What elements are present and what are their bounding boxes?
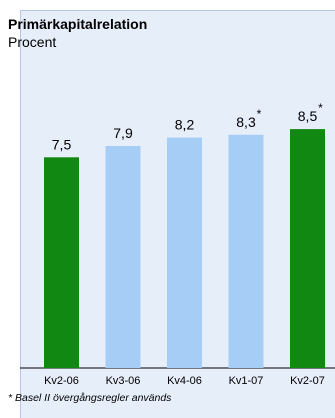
asterisk-marker-kv2-07: *: [318, 101, 323, 115]
value-label-kv4-06: 8,2: [175, 117, 195, 133]
value-label-kv2-07: 8,5: [298, 108, 318, 124]
bar-kv1-07: [228, 134, 264, 368]
chart-title: Primärkapitalrelation: [8, 16, 148, 32]
value-label-kv3-06: 7,9: [113, 125, 133, 141]
bar-kv2-06: [44, 157, 79, 369]
value-label-kv1-07: 8,3: [236, 114, 256, 130]
x-tick-label-kv4-06: Kv4-06: [167, 375, 202, 387]
value-label-kv2-06: 7,5: [52, 136, 72, 152]
asterisk-marker-kv1-07: *: [257, 107, 262, 121]
x-tick-label-kv2-06: Kv2-06: [44, 375, 79, 387]
bar-kv3-06: [105, 146, 141, 368]
bar-kv4-06: [167, 137, 202, 368]
x-tick-label-kv3-06: Kv3-06: [106, 375, 141, 387]
bar-kv2-07: [290, 129, 325, 368]
chart-subtitle: Procent: [8, 34, 57, 50]
chart-footnote: * Basel II övergångsregler används: [8, 392, 172, 404]
x-tick-label-kv1-07: Kv1-07: [229, 375, 264, 387]
x-tick-label-kv2-07: Kv2-07: [290, 375, 325, 387]
